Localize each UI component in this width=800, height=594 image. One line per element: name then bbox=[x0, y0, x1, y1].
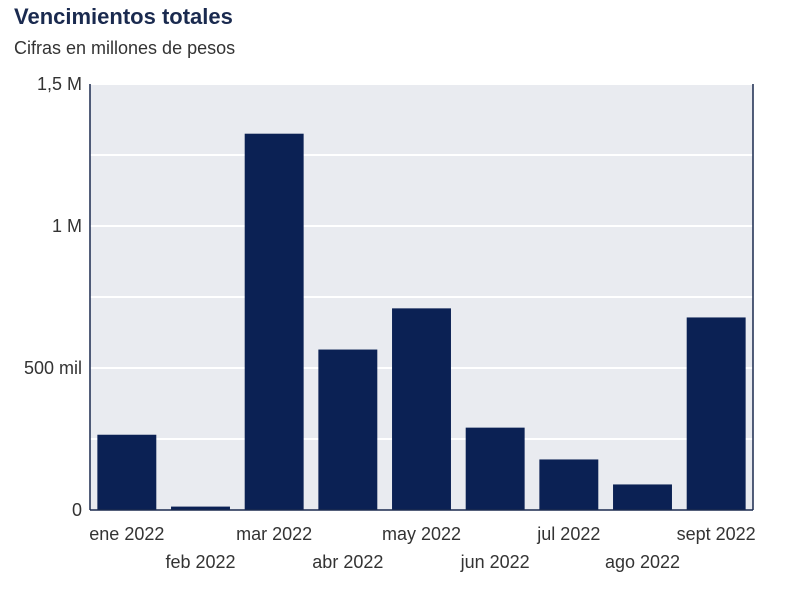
bar bbox=[392, 308, 451, 510]
x-tick-label: sept 2022 bbox=[677, 524, 756, 544]
bars bbox=[97, 133, 746, 510]
gridlines bbox=[90, 83, 753, 440]
x-tick-label: feb 2022 bbox=[165, 552, 235, 572]
x-tick-label: may 2022 bbox=[382, 524, 461, 544]
y-axis-ticks: 0 500 mil 1 M 1,5 M bbox=[24, 74, 82, 520]
x-tick-label: mar 2022 bbox=[236, 524, 312, 544]
bar bbox=[318, 349, 378, 510]
bar bbox=[539, 459, 599, 510]
chart-title: Vencimientos totales bbox=[14, 4, 233, 29]
chart-subtitle: Cifras en millones de pesos bbox=[14, 38, 236, 58]
x-tick-label: ago 2022 bbox=[605, 552, 680, 572]
bar bbox=[97, 434, 157, 510]
bar bbox=[686, 317, 746, 510]
y-tick-label: 0 bbox=[72, 500, 82, 520]
bar bbox=[465, 427, 525, 510]
y-tick-label: 1,5 M bbox=[37, 74, 82, 94]
x-tick-label: ene 2022 bbox=[89, 524, 164, 544]
x-tick-label: jun 2022 bbox=[460, 552, 530, 572]
y-tick-label: 500 mil bbox=[24, 358, 82, 378]
x-tick-label: abr 2022 bbox=[312, 552, 383, 572]
x-tick-label: jul 2022 bbox=[536, 524, 600, 544]
bar bbox=[613, 484, 672, 510]
bar bbox=[244, 133, 304, 510]
y-tick-label: 1 M bbox=[52, 216, 82, 236]
bar bbox=[171, 506, 230, 510]
